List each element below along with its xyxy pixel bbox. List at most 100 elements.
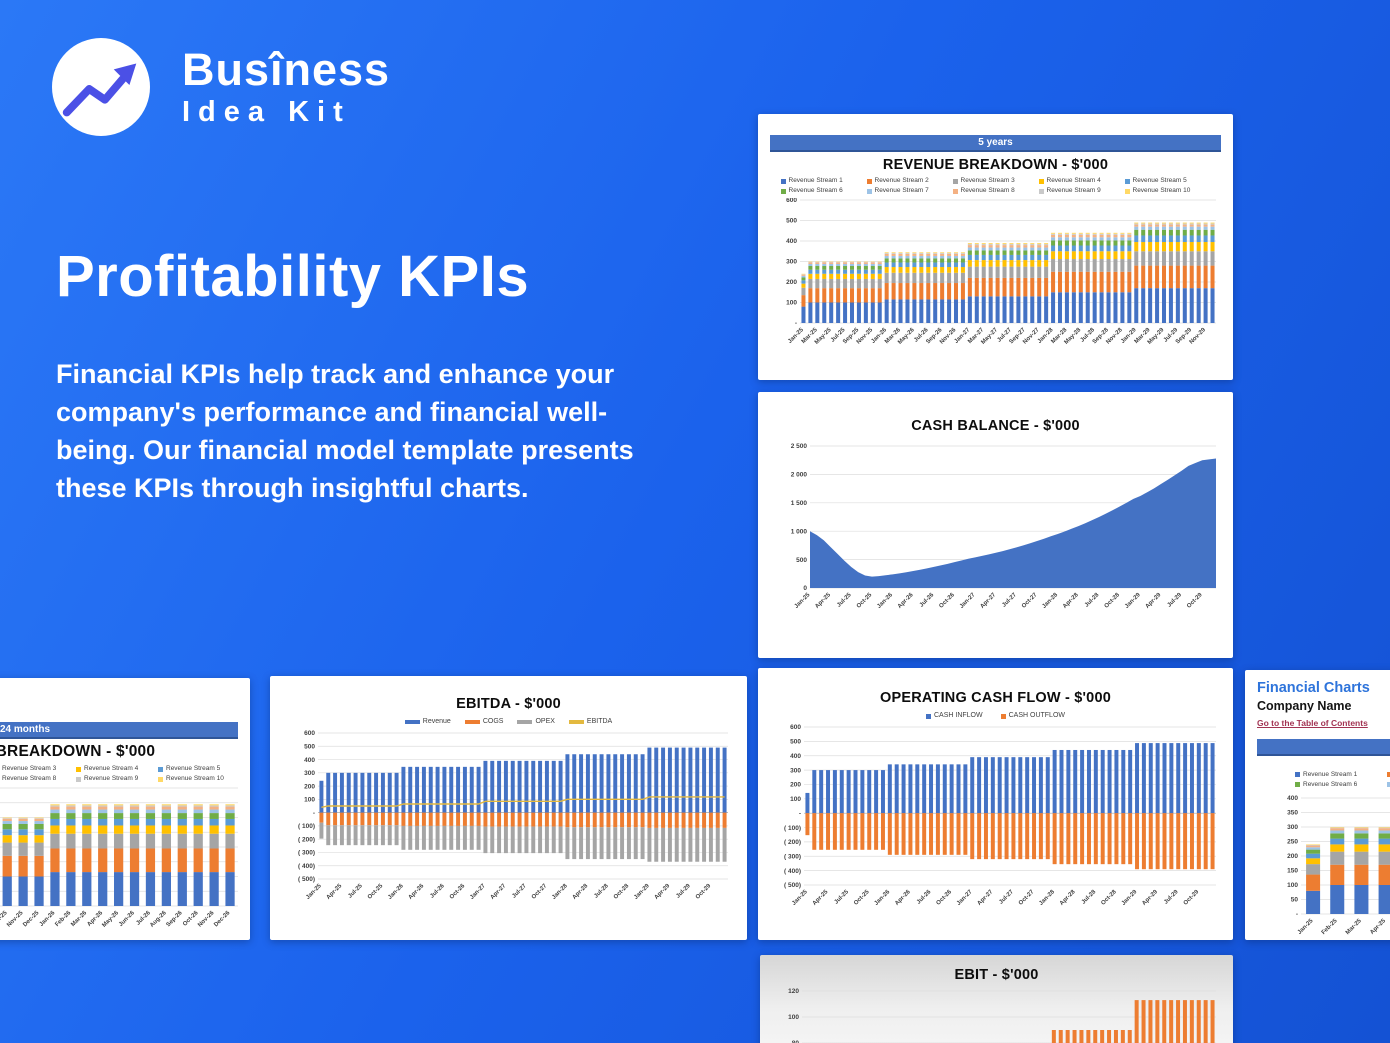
svg-text:Jan-29: Jan-29 [1120,889,1138,907]
legend-label: Revenue Stream 5 [166,765,221,772]
hero-description: Financial KPIs help track and enhance yo… [56,359,634,503]
legend-item: Revenue Stream 2 [1387,770,1390,780]
legend-item: Revenue Stream 2 [866,176,953,186]
chart-title: EBIT - $'000 [954,967,1039,983]
legend-item: Revenue Stream 5 [1124,176,1211,186]
svg-text:250: 250 [1287,838,1298,845]
legend-item: Revenue Stream 3 [0,764,76,774]
svg-text:500: 500 [304,743,315,750]
svg-text:( 500): ( 500) [784,882,801,889]
legend-swatch [568,720,584,724]
legend-label: Revenue Stream 6 [1303,780,1358,788]
legend-item: Revenue Stream 10 [1124,186,1211,196]
legend-item: Revenue Stream 9 [1038,186,1125,196]
svg-text:Jul-28: Jul-28 [593,883,610,900]
panel-operating-cash-flow: OPERATING CASH FLOW - $'000 CASH INFLOW C… [758,668,1233,940]
panel-cash-balance: CASH BALANCE - $'000 2 500 2 000 1 500 1 00… [758,392,1233,658]
svg-text:Mar-25: Mar-25 [1345,917,1363,935]
svg-text:Oct-28: Oct-28 [612,883,630,901]
chart-title: EBITDA - $'000 [456,696,561,712]
legend-item: Revenue Stream 8 [952,186,1039,196]
svg-text:( 300): ( 300) [784,853,801,860]
chart-legend: CASH INFLOW CASH OUTFLOW [758,711,1233,721]
svg-text:Jul-27: Jul-27 [1001,592,1018,609]
svg-text:Oct-29: Oct-29 [1182,889,1200,907]
svg-text:Apr-29: Apr-29 [1144,592,1162,610]
svg-text:2 000: 2 000 [790,472,807,479]
svg-text:( 100): ( 100) [298,823,315,830]
svg-text:100: 100 [786,300,797,307]
svg-text:( 200): ( 200) [298,836,315,843]
svg-text:Apr-25: Apr-25 [325,883,343,901]
trend-arrow-logo-icon [52,38,150,136]
legend-swatch [780,188,786,194]
svg-text:Apr-26: Apr-26 [894,889,912,907]
svg-text:150: 150 [1287,867,1298,874]
revenue-breakdown-24m-chart: 40035030025020015010050-Jan-25Feb-25Mar-… [0,786,250,954]
svg-text:120: 120 [788,988,799,995]
chart-title: REVENUE BREAKDOWN - $'000 [882,157,1109,173]
svg-text:-: - [794,320,796,327]
legend-swatch [866,188,872,194]
svg-text:500: 500 [796,557,807,564]
legend-item: OPEX [517,717,555,727]
svg-text:Jan-25: Jan-25 [791,889,809,907]
svg-text:Jul-26: Jul-26 [429,883,446,900]
svg-text:Oct-26: Oct-26 [938,592,956,610]
svg-text:600: 600 [304,730,315,737]
svg-text:May-26: May-26 [101,910,120,929]
svg-text:Oct-27: Oct-27 [530,883,548,901]
svg-text:Jan-26: Jan-26 [876,592,894,610]
svg-text:100: 100 [304,797,315,804]
legend-label: Revenue Stream 5 [1132,177,1187,184]
period-label: 5 years [978,136,1013,148]
svg-text:300: 300 [790,767,801,774]
svg-text:Jan-29: Jan-29 [633,883,651,901]
svg-text:50: 50 [1291,896,1299,903]
legend-item: CASH OUTFLOW [1000,711,1065,721]
svg-text:Apr-27: Apr-27 [979,592,997,610]
svg-text:Nov-26: Nov-26 [197,910,216,929]
svg-text:( 300): ( 300) [298,850,315,857]
brand-name: Busîness [182,44,391,95]
period-header-bar: 24 months [0,722,238,739]
legend-swatch [76,766,81,772]
legend-label: COGS [482,718,504,725]
legend-item: COGS [464,717,504,727]
svg-text:Feb-26: Feb-26 [54,910,72,928]
svg-text:-: - [1296,911,1298,918]
svg-text:300: 300 [304,770,315,777]
legend-item: Revenue Stream 9 [76,774,158,784]
legend-swatch [1387,772,1390,778]
svg-text:Jan-26: Jan-26 [39,910,57,928]
svg-text:( 100): ( 100) [784,825,801,832]
legend-swatch [1295,782,1300,788]
svg-text:Oct-25: Oct-25 [855,592,873,610]
legend-label: Revenue Stream 3 [960,177,1015,184]
legend-item: Revenue Stream 4 [1038,176,1125,186]
svg-text:Nov-25: Nov-25 [6,910,25,929]
revenue-breakdown-12m-chart: 400 350 300 250 200 150 100 50 - Jan-25 Feb-25 Mar-… [1257,794,1390,944]
svg-text:-: - [312,810,314,817]
panel-revenue-breakdown-24m: 24 months REVENUE BREAKDOWN - $'000 Reve… [0,678,250,940]
svg-text:100: 100 [1287,882,1298,889]
svg-text:300: 300 [786,259,797,266]
svg-text:Oct-29: Oct-29 [694,883,712,901]
svg-text:Apr-28: Apr-28 [571,883,589,901]
svg-text:Jul-29: Jul-29 [1166,592,1183,609]
svg-text:Jul-26: Jul-26 [918,592,935,609]
legend-label: Revenue Stream 7 [874,187,929,194]
legend-swatch [464,720,480,724]
svg-text:Nov-29: Nov-29 [1188,327,1207,346]
svg-text:200: 200 [304,783,315,790]
table-of-contents-link[interactable]: Go to the Table of Contents [1257,717,1368,728]
brand-wordmark: Busîness Idea Kit [182,47,390,127]
svg-text:Aug-26: Aug-26 [149,910,168,929]
svg-text:Apr-27: Apr-27 [976,889,994,907]
legend-label: Revenue Stream 2 [874,177,929,184]
svg-text:Apr-25: Apr-25 [814,592,832,610]
page-title: Profitability KPIs [56,244,530,309]
